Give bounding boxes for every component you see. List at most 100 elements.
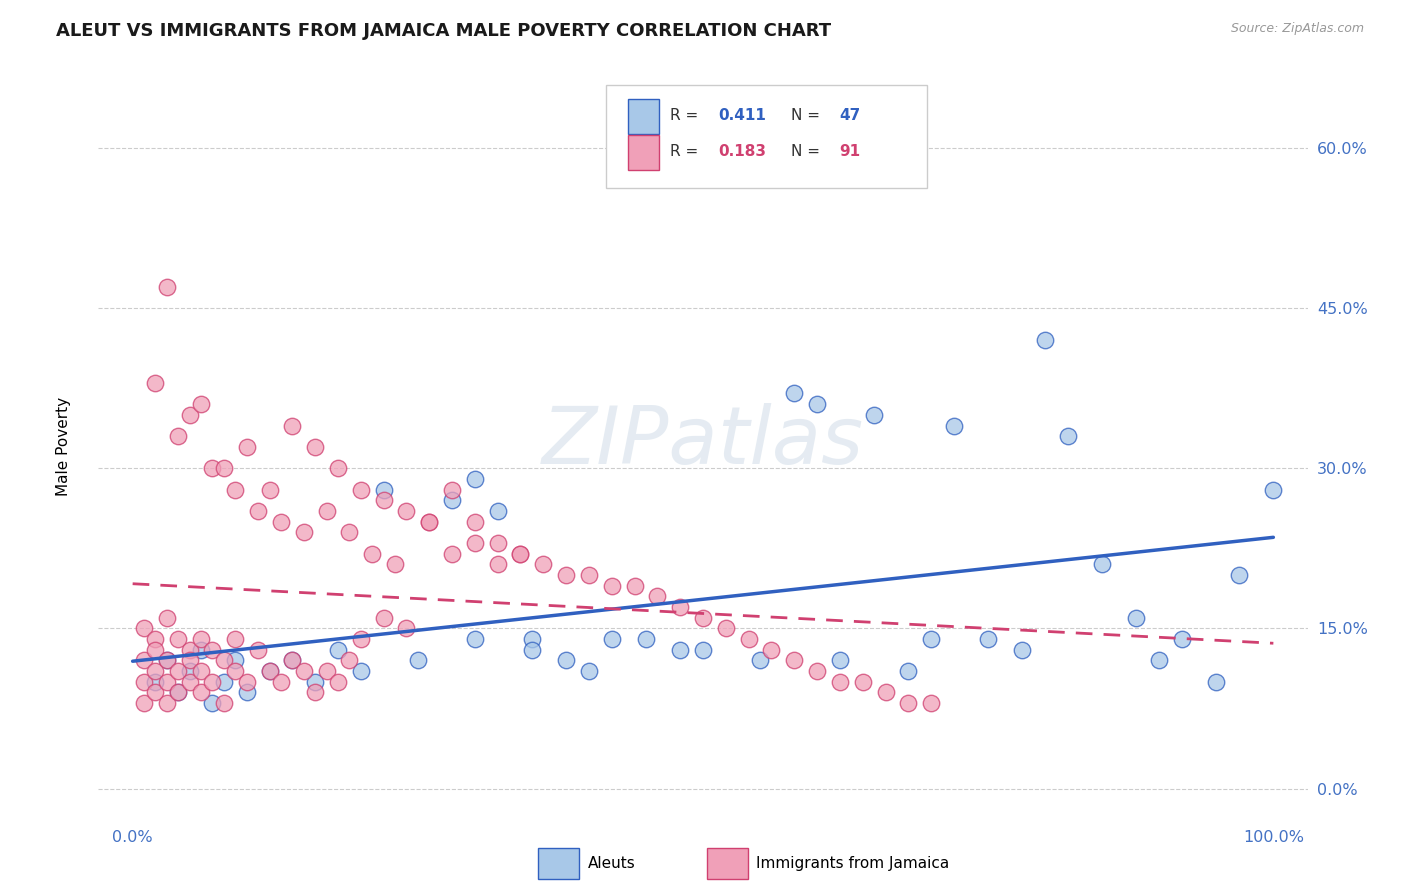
Point	[156, 611, 179, 625]
Point	[692, 642, 714, 657]
Point	[509, 547, 531, 561]
Point	[259, 483, 281, 497]
FancyBboxPatch shape	[606, 85, 927, 187]
Point	[920, 632, 942, 646]
Point	[235, 685, 257, 699]
Point	[350, 632, 373, 646]
Point	[247, 642, 270, 657]
Point	[167, 685, 190, 699]
Point	[464, 632, 486, 646]
Point	[806, 664, 828, 678]
Point	[441, 493, 464, 508]
Point	[132, 622, 155, 636]
Point	[714, 622, 737, 636]
Point	[418, 515, 440, 529]
Point	[578, 568, 600, 582]
Point	[270, 674, 292, 689]
Point	[464, 515, 486, 529]
Point	[692, 611, 714, 625]
Point	[224, 632, 246, 646]
Point	[201, 696, 224, 710]
Point	[737, 632, 759, 646]
Point	[145, 674, 167, 689]
Point	[669, 642, 692, 657]
Point	[212, 674, 235, 689]
Point	[315, 504, 337, 518]
Point	[418, 515, 440, 529]
Point	[852, 674, 875, 689]
Point	[486, 558, 509, 572]
Point	[179, 674, 201, 689]
Point	[1125, 611, 1147, 625]
Point	[292, 664, 315, 678]
Point	[156, 674, 179, 689]
Point	[326, 674, 349, 689]
Point	[145, 642, 167, 657]
Point	[441, 547, 464, 561]
Text: Male Poverty: Male Poverty	[56, 396, 70, 496]
Text: ZIPatlas: ZIPatlas	[541, 402, 865, 481]
Point	[156, 653, 179, 667]
Point	[292, 525, 315, 540]
Point	[875, 685, 897, 699]
Point	[201, 461, 224, 475]
Point	[600, 579, 623, 593]
Point	[464, 536, 486, 550]
FancyBboxPatch shape	[628, 136, 659, 170]
Point	[1263, 483, 1285, 497]
Point	[783, 653, 806, 667]
Point	[1171, 632, 1194, 646]
Point	[555, 653, 578, 667]
Point	[281, 653, 304, 667]
Point	[337, 525, 360, 540]
Point	[863, 408, 886, 422]
Point	[1227, 568, 1250, 582]
Point	[977, 632, 1000, 646]
Point	[373, 483, 395, 497]
Point	[281, 653, 304, 667]
Point	[326, 642, 349, 657]
Point	[1057, 429, 1080, 443]
Point	[235, 440, 257, 454]
Point	[464, 472, 486, 486]
Point	[167, 685, 190, 699]
Point	[156, 696, 179, 710]
Point	[179, 653, 201, 667]
Point	[897, 664, 920, 678]
Point	[304, 440, 326, 454]
Point	[224, 664, 246, 678]
Point	[350, 664, 373, 678]
Point	[281, 418, 304, 433]
Point	[259, 664, 281, 678]
Point	[897, 696, 920, 710]
Point	[361, 547, 384, 561]
Text: ALEUT VS IMMIGRANTS FROM JAMAICA MALE POVERTY CORRELATION CHART: ALEUT VS IMMIGRANTS FROM JAMAICA MALE PO…	[56, 22, 831, 40]
Point	[406, 653, 429, 667]
Point	[509, 547, 531, 561]
Point	[384, 558, 406, 572]
Point	[304, 685, 326, 699]
Point	[486, 504, 509, 518]
FancyBboxPatch shape	[628, 99, 659, 134]
Point	[555, 568, 578, 582]
Point	[224, 483, 246, 497]
Point	[520, 642, 543, 657]
Point	[145, 632, 167, 646]
Point	[167, 664, 190, 678]
Point	[942, 418, 965, 433]
Text: 91: 91	[839, 145, 860, 160]
Point	[190, 685, 212, 699]
Point	[132, 674, 155, 689]
Point	[373, 611, 395, 625]
Point	[132, 653, 155, 667]
Point	[350, 483, 373, 497]
Point	[600, 632, 623, 646]
Point	[531, 558, 554, 572]
Point	[828, 653, 851, 667]
Point	[145, 664, 167, 678]
Text: Immigrants from Jamaica: Immigrants from Jamaica	[756, 856, 949, 871]
Text: N =: N =	[792, 108, 825, 123]
Point	[1149, 653, 1171, 667]
Point	[337, 653, 360, 667]
Point	[761, 642, 783, 657]
